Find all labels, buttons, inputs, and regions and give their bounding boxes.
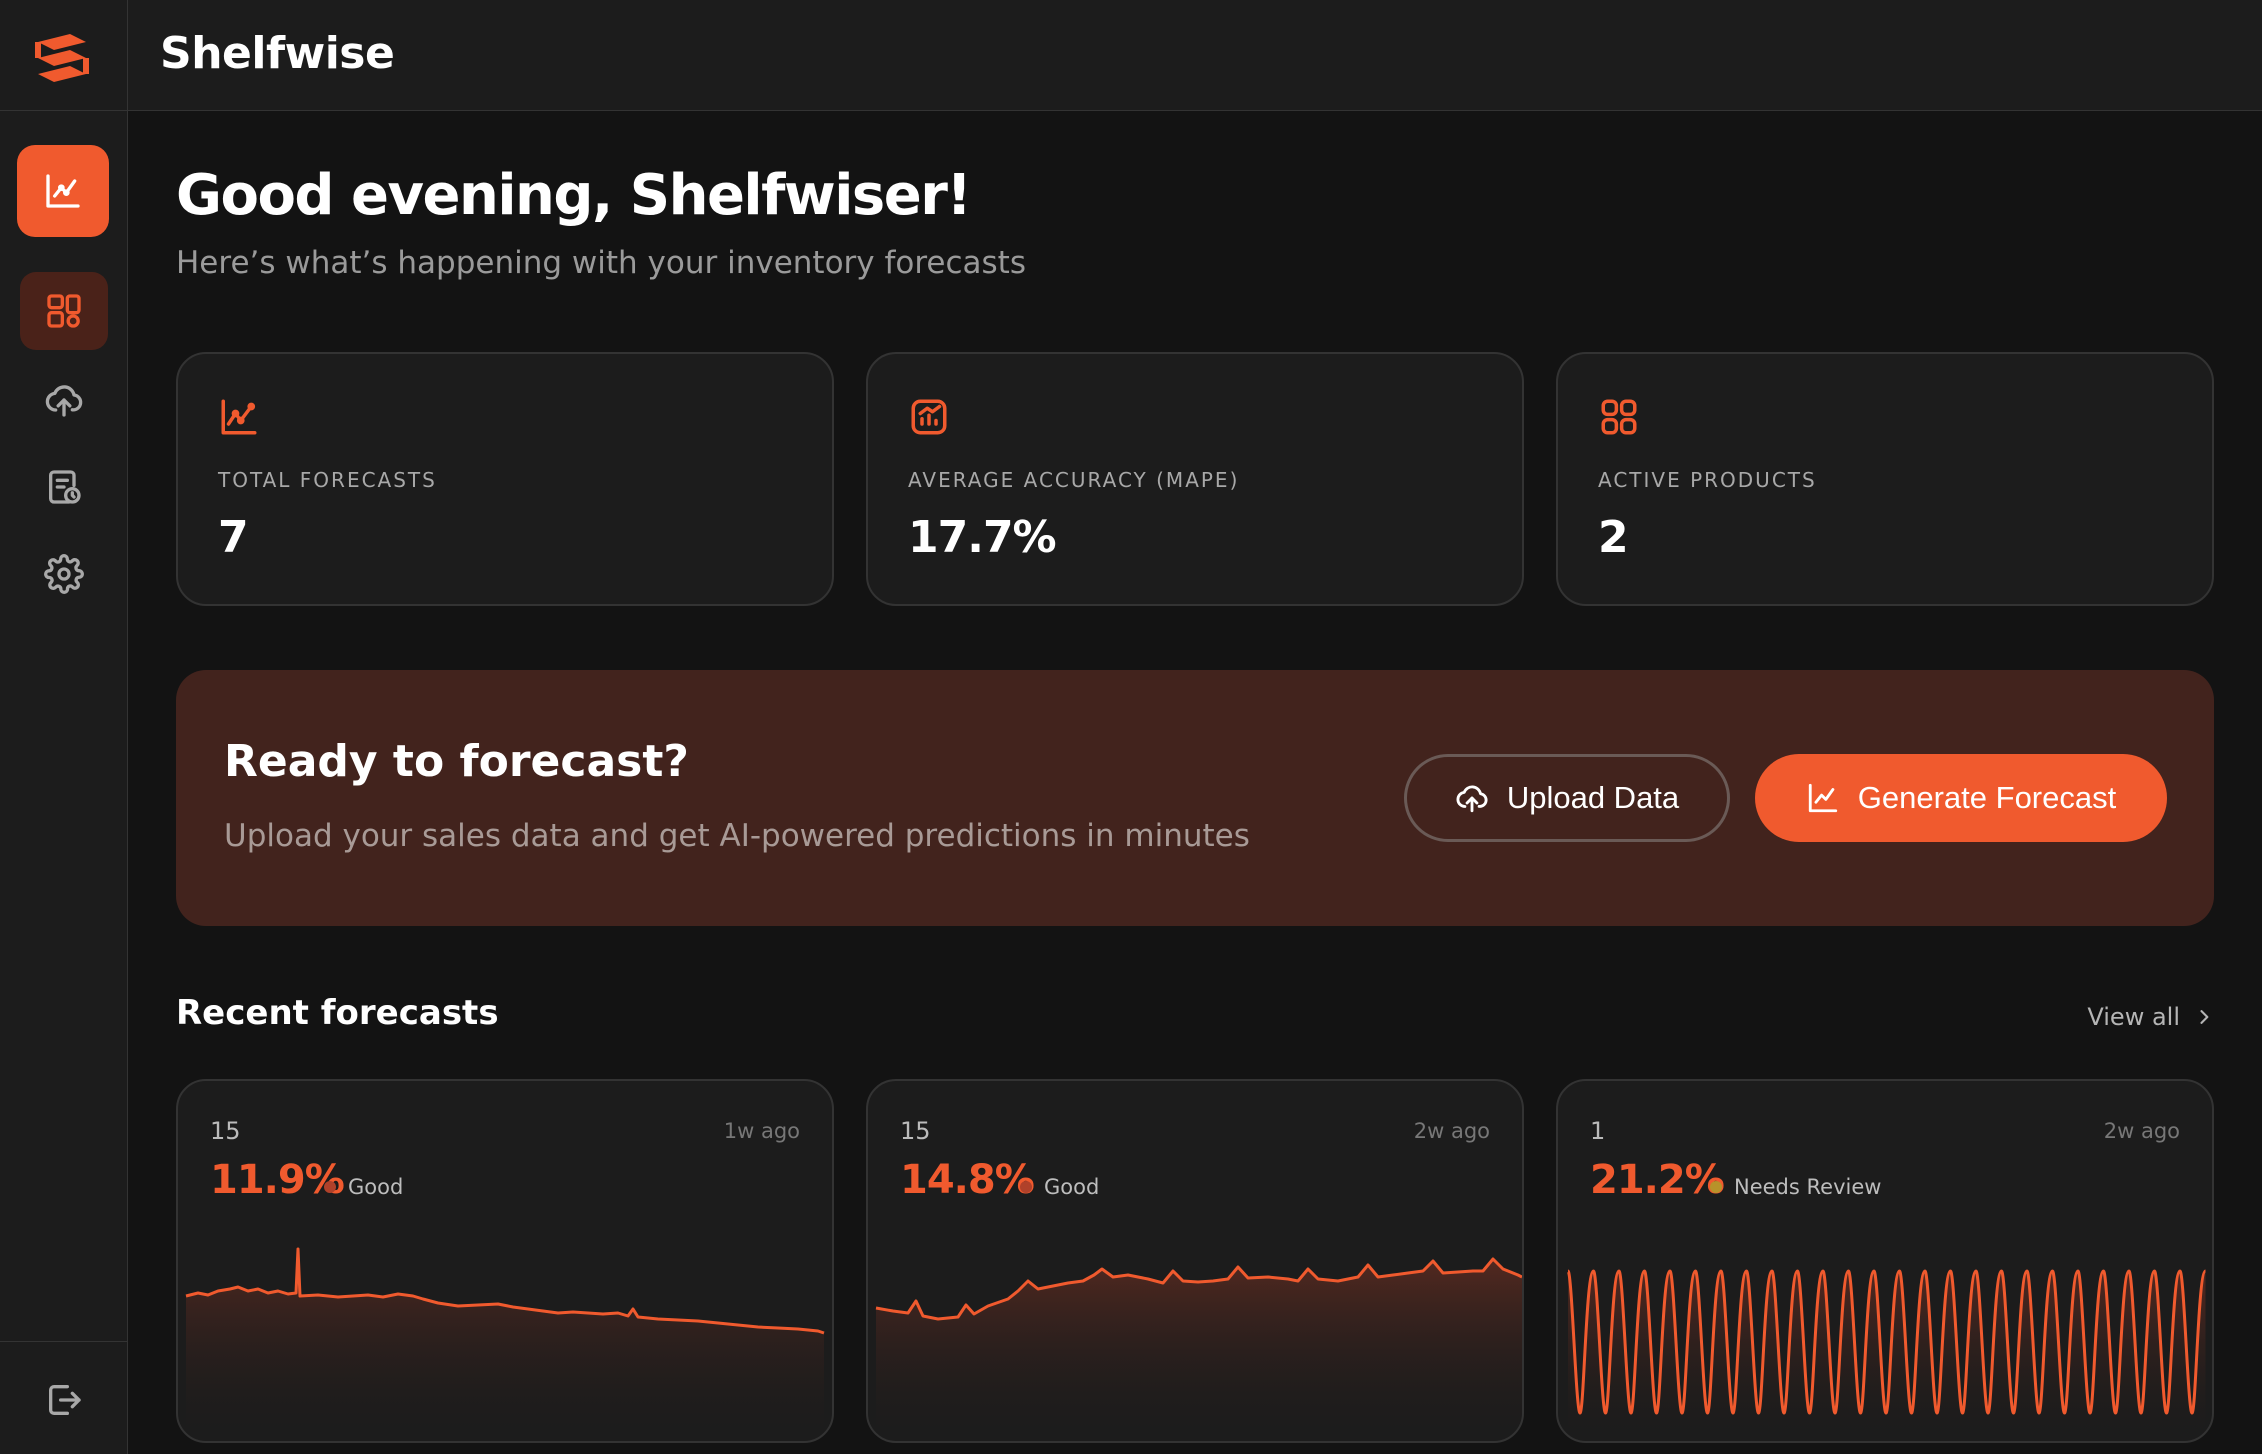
cloud-upload-icon xyxy=(1456,785,1488,813)
forecast-sparkline xyxy=(185,1247,825,1441)
view-all-label: View all xyxy=(2087,1003,2180,1031)
stat-value: 17.7% xyxy=(908,512,1057,563)
cta-subtitle: Upload your sales data and get AI-powere… xyxy=(224,818,1250,854)
status-dot xyxy=(1020,1181,1032,1193)
sidebar-divider xyxy=(0,1341,128,1342)
grid-icon xyxy=(1601,399,1637,435)
forecast-mape: 14.8% xyxy=(900,1157,1035,1203)
upload-data-label: Upload Data xyxy=(1506,780,1680,815)
stat-value: 2 xyxy=(1598,512,1629,563)
forecast-sparkline xyxy=(875,1257,1522,1441)
stat-label: ACTIVE PRODUCTS xyxy=(1598,468,1817,492)
status-label: Good xyxy=(1044,1175,1100,1199)
forecast-card[interactable]: 15 2w ago 14.8% Good xyxy=(866,1079,1524,1443)
gear-icon xyxy=(44,554,84,594)
forecast-time: 2w ago xyxy=(1413,1119,1490,1143)
document-clock-icon xyxy=(49,470,81,504)
sidebar-item-upload[interactable] xyxy=(20,361,108,439)
status-dot xyxy=(324,1181,336,1193)
chart-box-icon xyxy=(911,399,947,435)
shelfwise-logo-icon[interactable] xyxy=(30,28,94,84)
stat-label: TOTAL FORECASTS xyxy=(218,468,437,492)
forecast-card[interactable]: 1 2w ago 21.2% Needs Review xyxy=(1556,1079,2214,1443)
recent-forecasts-title: Recent forecasts xyxy=(176,993,499,1033)
stat-card-active-products: ACTIVE PRODUCTS 2 xyxy=(1556,352,2214,606)
sidebar-item-analytics[interactable] xyxy=(17,145,109,237)
stat-label: AVERAGE ACCURACY (MAPE) xyxy=(908,468,1240,492)
chart-icon xyxy=(46,174,80,208)
forecast-mape: 21.2% xyxy=(1590,1157,1725,1203)
app-title: Shelfwise xyxy=(160,28,395,79)
stat-value: 7 xyxy=(218,512,249,563)
forecast-time: 2w ago xyxy=(2103,1119,2180,1143)
dashboard-icon xyxy=(47,294,81,328)
forecast-count: 1 xyxy=(1590,1117,1606,1145)
generate-forecast-button[interactable]: Generate Forecast xyxy=(1755,754,2167,842)
status-label: Good xyxy=(348,1175,404,1199)
logout-icon xyxy=(49,1385,81,1415)
forecast-status: Good xyxy=(324,1175,403,1199)
view-all-link[interactable]: View all xyxy=(2087,1003,2214,1031)
sidebar-item-dashboard[interactable] xyxy=(20,272,108,350)
forecast-card[interactable]: 15 1w ago 11.9% Good xyxy=(176,1079,834,1443)
chart-icon xyxy=(1808,783,1837,813)
stat-card-total-forecasts: TOTAL FORECASTS 7 xyxy=(176,352,834,606)
forecast-time: 1w ago xyxy=(723,1119,800,1143)
cta-title: Ready to forecast? xyxy=(224,736,689,787)
cloud-upload-icon xyxy=(45,385,83,417)
forecast-sparkline xyxy=(1566,1269,2207,1441)
forecast-status: Needs Review xyxy=(1710,1175,1881,1199)
stat-card-average-accuracy: AVERAGE ACCURACY (MAPE) 17.7% xyxy=(866,352,1524,606)
status-dot xyxy=(1710,1181,1722,1193)
forecast-cta-banner: Ready to forecast? Upload your sales dat… xyxy=(176,670,2214,926)
chevron-right-icon xyxy=(2200,1010,2209,1024)
status-label: Needs Review xyxy=(1734,1175,1882,1199)
sidebar-item-settings[interactable] xyxy=(20,535,108,613)
forecast-status: Good xyxy=(1020,1175,1099,1199)
top-bar: Shelfwise xyxy=(0,0,2262,111)
sidebar-item-history[interactable] xyxy=(20,448,108,526)
forecast-count: 15 xyxy=(900,1117,931,1145)
forecast-count: 15 xyxy=(210,1117,241,1145)
logout-button[interactable] xyxy=(20,1365,108,1435)
greeting-subtitle: Here’s what’s happening with your invent… xyxy=(176,245,1026,281)
generate-forecast-label: Generate Forecast xyxy=(1857,780,2117,815)
trend-chart-icon xyxy=(221,399,257,435)
forecast-mape: 11.9% xyxy=(210,1157,345,1203)
greeting-heading: Good evening, Shelfwiser! xyxy=(176,163,972,228)
top-divider xyxy=(127,0,128,111)
sidebar xyxy=(0,111,128,1454)
upload-data-button[interactable]: Upload Data xyxy=(1404,754,1730,842)
